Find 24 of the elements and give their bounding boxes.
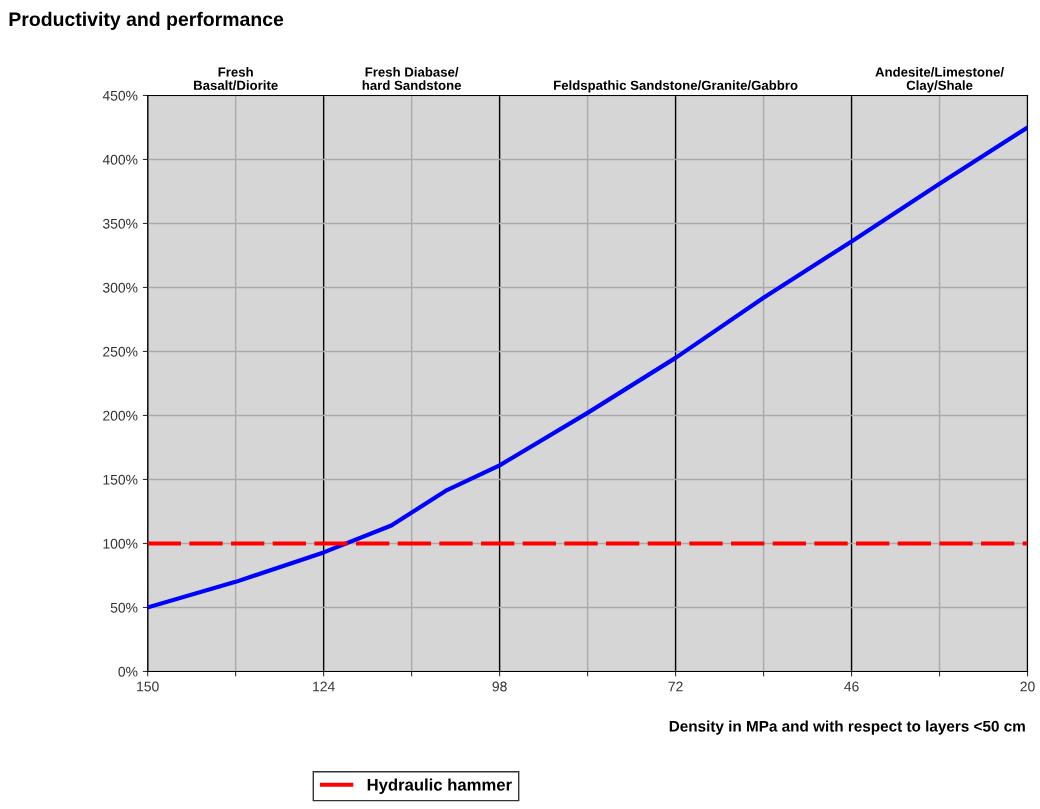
y-tick-label: 400% xyxy=(102,154,138,165)
y-tick-label: 250% xyxy=(103,346,138,357)
x-tick-label: 72 xyxy=(668,681,683,692)
y-tick-label: 100% xyxy=(103,538,138,549)
chart-title: Productivity and performance xyxy=(9,11,284,30)
y-tick-label: 200% xyxy=(103,410,138,421)
x-tick-label: 46 xyxy=(844,681,859,692)
y-tick-label: 150% xyxy=(103,474,138,485)
y-tick-label: 300% xyxy=(102,282,138,293)
y-tick-label: 450% xyxy=(102,90,138,101)
x-axis-title: Density in MPa and with respect to layers <50 cm xyxy=(669,720,1025,735)
x-tick-label: 20 xyxy=(1020,681,1035,692)
band-label: Fresh Basalt/Diorite xyxy=(194,67,278,91)
x-tick-label: 98 xyxy=(492,681,507,692)
x-tick-label: 150 xyxy=(137,681,159,692)
legend-label: Hydraulic hammer xyxy=(367,778,512,794)
x-tick-label: 124 xyxy=(313,681,335,692)
line-series xyxy=(147,125,1028,610)
y-tick-label: 350% xyxy=(102,218,138,229)
band-label: Andesite/Limestone/ Clay/Shale xyxy=(875,67,1004,93)
y-tick-label: 0% xyxy=(118,666,138,677)
band-label: Feldspathic Sandstone/Granite/Gabbro xyxy=(554,80,798,93)
band-label: Fresh Diabase/ hard Sandstone xyxy=(362,67,462,90)
y-tick-label: 50% xyxy=(110,602,138,613)
